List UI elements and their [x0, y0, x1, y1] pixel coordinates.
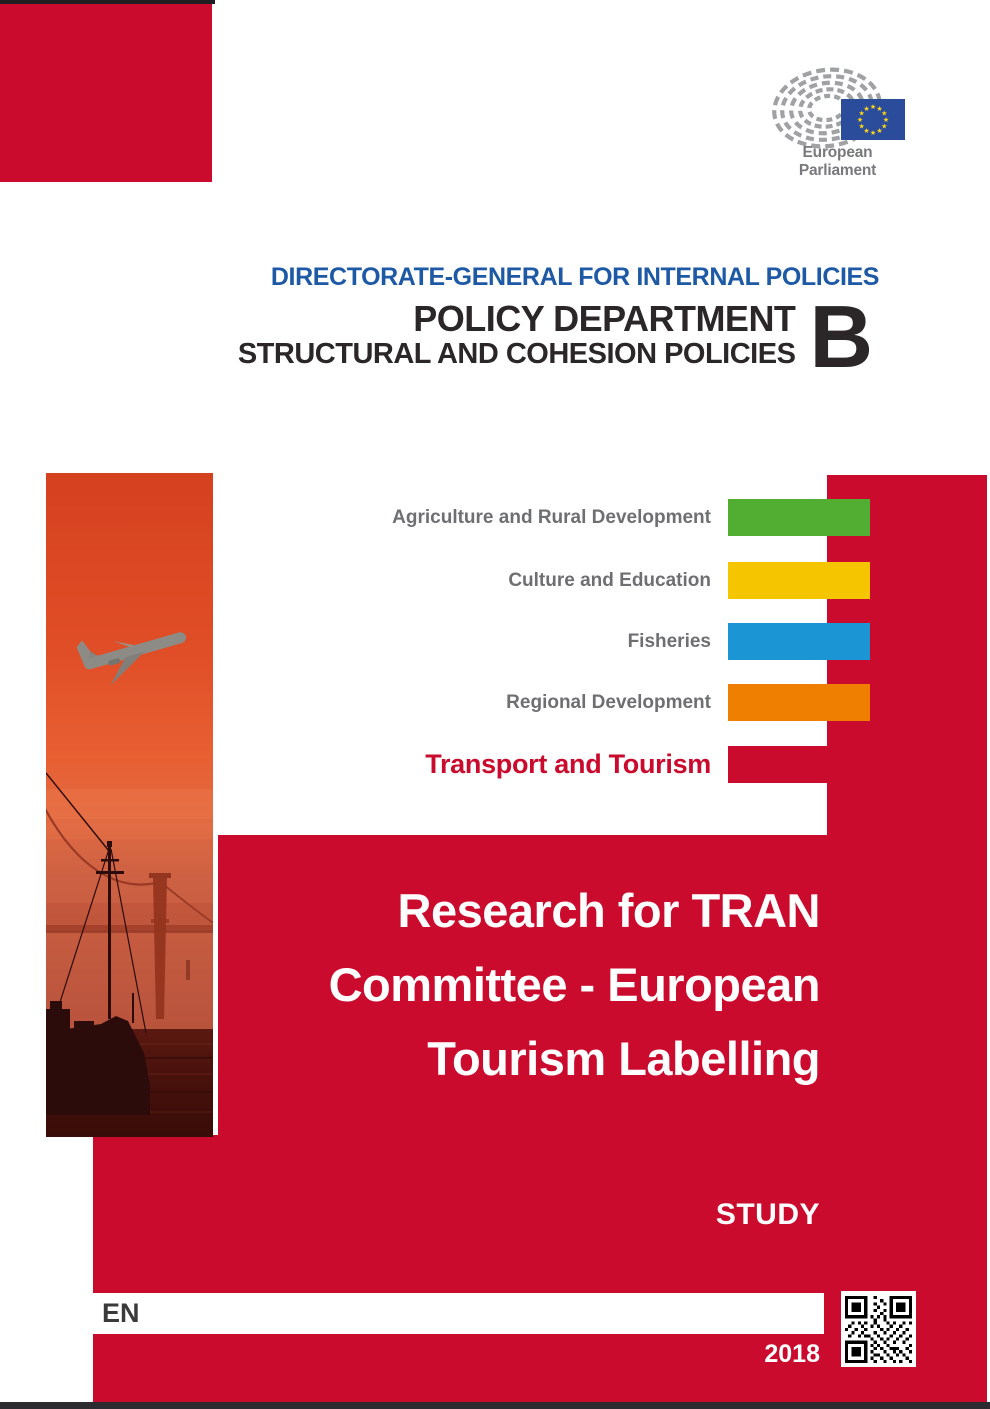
page-edge-bottom [0, 1402, 990, 1409]
svg-text:★: ★ [859, 110, 865, 118]
policy-area-bar [728, 623, 870, 660]
svg-text:★: ★ [863, 127, 869, 135]
hemicycle-icon: ★ ★ ★★ ★★ ★★ ★★ ★★ [772, 67, 905, 149]
policy-area-label: Fisheries [627, 631, 711, 652]
language-bar: EN [93, 1293, 824, 1334]
red-corner-block [0, 4, 212, 182]
svg-text:★: ★ [876, 105, 882, 113]
policy-area-bar [728, 499, 870, 536]
red-bottom-block [93, 1135, 987, 1402]
cover-photo [46, 473, 213, 1137]
policy-department-heading: POLICY DEPARTMENT STRUCTURAL AND COHESIO… [237, 287, 873, 386]
cover-title-line: Research for TRAN [397, 884, 821, 937]
policy-area-bar [728, 562, 870, 599]
page-edge-top [0, 0, 215, 4]
logo-caption: European Parliament [798, 144, 877, 179]
policy-area-label: Regional Development [506, 692, 711, 713]
department-subtitle: STRUCTURAL AND COHESION POLICIES [237, 338, 796, 370]
european-parliament-logo: ★ ★ ★ ★ ★ ★ ★ ★ ★ ★ ★ ★ European Parliament [765, 66, 910, 179]
policy-area-bar [728, 684, 870, 721]
cover-title: Research for TRAN Committee - European T… [328, 874, 821, 1096]
svg-text:★: ★ [881, 123, 887, 131]
svg-text:★: ★ [881, 110, 887, 118]
qr-code-icon [845, 1295, 912, 1363]
policy-area-label: Agriculture and Rural Development [392, 507, 711, 528]
department-letter: B [809, 287, 873, 386]
svg-text:★: ★ [883, 116, 889, 124]
svg-text:★: ★ [863, 105, 869, 113]
policy-area-bar [728, 746, 870, 783]
svg-text:★: ★ [870, 129, 876, 137]
directorate-heading: DIRECTORATE-GENERAL FOR INTERNAL POLICIE… [270, 263, 880, 291]
ship-silhouette [46, 772, 150, 1115]
language-label: EN [102, 1298, 140, 1328]
policy-area-label: Culture and Education [508, 570, 711, 591]
svg-text:★: ★ [857, 116, 863, 124]
qr-code [841, 1291, 916, 1367]
department-title: POLICY DEPARTMENT [413, 298, 796, 339]
cover-title-line: Tourism Labelling [427, 1032, 820, 1085]
policy-area-label-highlighted: Transport and Tourism [425, 749, 711, 779]
svg-text:★: ★ [876, 127, 882, 135]
svg-text:★: ★ [859, 123, 865, 131]
study-label: STUDY [715, 1198, 820, 1231]
cover-title-line: Committee - European [328, 958, 821, 1011]
svg-text:★: ★ [870, 103, 876, 111]
year-label: 2018 [764, 1340, 820, 1368]
eu-flag-icon: ★ ★ ★★ ★★ ★★ ★★ ★★ [841, 99, 905, 140]
